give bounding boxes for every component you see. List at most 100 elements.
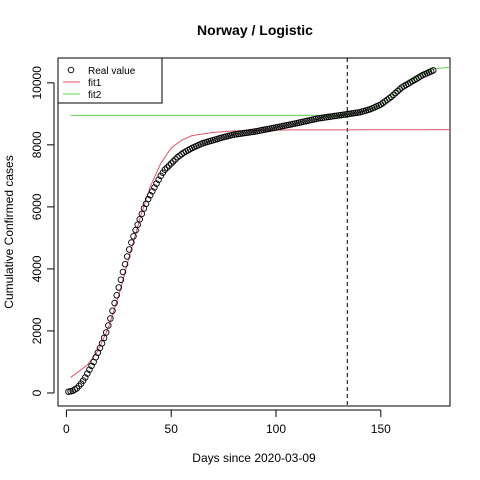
data-point	[429, 67, 437, 74]
data-point	[390, 91, 397, 99]
legend-label-fit1: fit1	[88, 78, 102, 89]
data-point	[121, 261, 129, 268]
data-point	[81, 374, 89, 381]
data-point	[388, 93, 395, 101]
data-point	[320, 114, 328, 121]
data-point	[123, 253, 131, 260]
data-point	[392, 89, 399, 97]
data-point	[331, 112, 338, 120]
data-point	[161, 166, 169, 173]
data-point	[132, 226, 139, 234]
y-tick-label: 10000	[30, 66, 44, 100]
data-point	[341, 111, 349, 118]
data-point	[115, 284, 123, 291]
data-point	[84, 370, 91, 377]
data-point	[100, 334, 108, 342]
data-point	[102, 329, 110, 336]
data-point	[153, 180, 160, 187]
data-point	[337, 111, 345, 119]
data-point	[126, 246, 133, 253]
data-point	[146, 191, 154, 199]
data-point	[344, 110, 351, 118]
data-point	[339, 111, 347, 119]
data-point	[350, 109, 357, 117]
x-axis-label: Days since 2020-03-09	[192, 451, 316, 465]
y-tick-label: 2000	[30, 317, 44, 344]
data-point	[325, 113, 332, 121]
data-point	[86, 366, 93, 373]
y-axis: 0 2000 4000 6000 8000 10000	[30, 66, 55, 396]
data-point	[348, 110, 355, 117]
x-tick-label: 100	[266, 422, 286, 436]
data-point	[105, 322, 112, 329]
data-point	[117, 276, 125, 284]
legend-box	[57, 57, 163, 104]
data-point	[107, 315, 114, 322]
data-point	[396, 86, 403, 93]
y-tick-label: 0	[30, 389, 44, 396]
data-point	[327, 113, 334, 120]
data-point	[385, 95, 393, 102]
data-point	[383, 96, 391, 104]
data-point	[136, 216, 143, 223]
data-point	[176, 152, 183, 159]
data-point	[346, 110, 353, 118]
x-tick-label: 50	[165, 422, 179, 436]
data-point	[247, 128, 255, 136]
legend: Real value fit1 fit2	[57, 57, 163, 104]
plot-content	[65, 58, 451, 406]
data-point	[167, 160, 175, 167]
data-point	[113, 292, 120, 299]
data-point	[163, 164, 171, 171]
y-tick-label: 6000	[30, 193, 44, 220]
data-point	[130, 233, 137, 240]
data-point	[323, 113, 330, 121]
data-point	[377, 101, 385, 108]
data-point	[119, 268, 127, 276]
legend-label-real-value: Real value	[88, 66, 136, 77]
plot-area	[57, 57, 451, 407]
data-point	[249, 128, 257, 136]
x-axis: 0 50 100 150	[63, 409, 391, 436]
data-point	[394, 87, 401, 95]
data-point	[232, 131, 240, 138]
legend-swatch-real-value	[67, 66, 75, 74]
data-point	[170, 158, 177, 165]
data-point	[379, 99, 387, 107]
data-point	[149, 188, 156, 195]
legend-label-fit2: fit2	[88, 90, 102, 101]
x-tick-label: 150	[371, 422, 391, 436]
data-point	[329, 113, 336, 120]
data-point	[245, 129, 253, 136]
data-point	[128, 239, 135, 246]
y-tick-label: 8000	[30, 131, 44, 158]
data-point	[111, 299, 118, 307]
data-point	[239, 130, 246, 137]
y-tick-label: 4000	[30, 255, 44, 282]
data-point	[354, 109, 362, 116]
data-point	[144, 195, 152, 203]
data-point	[165, 162, 173, 169]
data-point	[241, 129, 248, 137]
data-point	[174, 153, 181, 161]
chart-title: Norway / Logistic	[197, 22, 313, 38]
data-point	[316, 114, 324, 122]
data-point	[172, 156, 179, 163]
data-point	[134, 221, 141, 228]
data-point	[230, 131, 238, 138]
data-point	[243, 129, 250, 136]
data-point	[237, 130, 244, 137]
data-point	[318, 114, 326, 122]
x-tick-label: 0	[63, 422, 70, 436]
data-point	[98, 340, 106, 347]
data-point	[155, 176, 162, 183]
data-point	[314, 115, 322, 122]
data-point	[138, 210, 146, 218]
data-point	[352, 109, 359, 117]
data-point	[109, 307, 116, 315]
data-point	[88, 362, 95, 370]
data-point	[335, 112, 343, 119]
data-point	[333, 112, 341, 119]
data-point	[235, 130, 242, 138]
